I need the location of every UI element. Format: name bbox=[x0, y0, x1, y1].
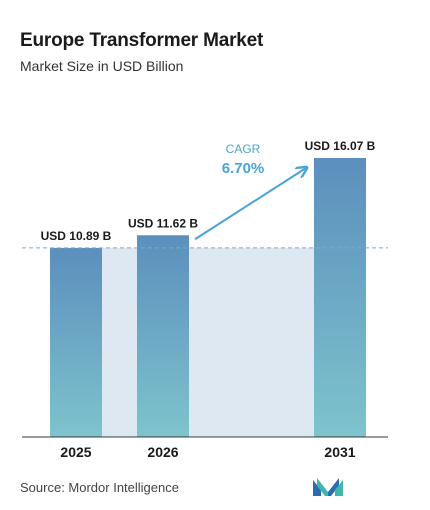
bar-2031 bbox=[314, 158, 366, 437]
bars-group bbox=[50, 158, 366, 437]
cagr-arrow bbox=[194, 168, 306, 241]
bar-2025 bbox=[50, 247, 102, 437]
value-label-2031: USD 16.07 B bbox=[305, 139, 376, 153]
chart-title: Europe Transformer Market bbox=[20, 30, 264, 51]
x-tick-label-2031: 2031 bbox=[324, 444, 355, 460]
x-tick-label-2026: 2026 bbox=[147, 444, 178, 460]
x-tick-label-2025: 2025 bbox=[60, 444, 91, 460]
cagr-label: CAGR bbox=[226, 142, 261, 156]
value-label-2025: USD 10.89 B bbox=[41, 229, 112, 243]
mordor-intelligence-logo-icon bbox=[313, 478, 343, 496]
x-tick-labels-group: 2025 2026 2031 bbox=[60, 444, 355, 460]
chart-subtitle: Market Size in USD Billion bbox=[20, 58, 184, 74]
value-label-2026: USD 11.62 B bbox=[128, 216, 198, 230]
value-labels-group: USD 10.89 B USD 11.62 B USD 16.07 B bbox=[41, 139, 376, 243]
bar-2026 bbox=[137, 235, 189, 437]
source-note: Source: Mordor Intelligence bbox=[20, 480, 179, 495]
cagr-value: 6.70% bbox=[222, 160, 265, 177]
